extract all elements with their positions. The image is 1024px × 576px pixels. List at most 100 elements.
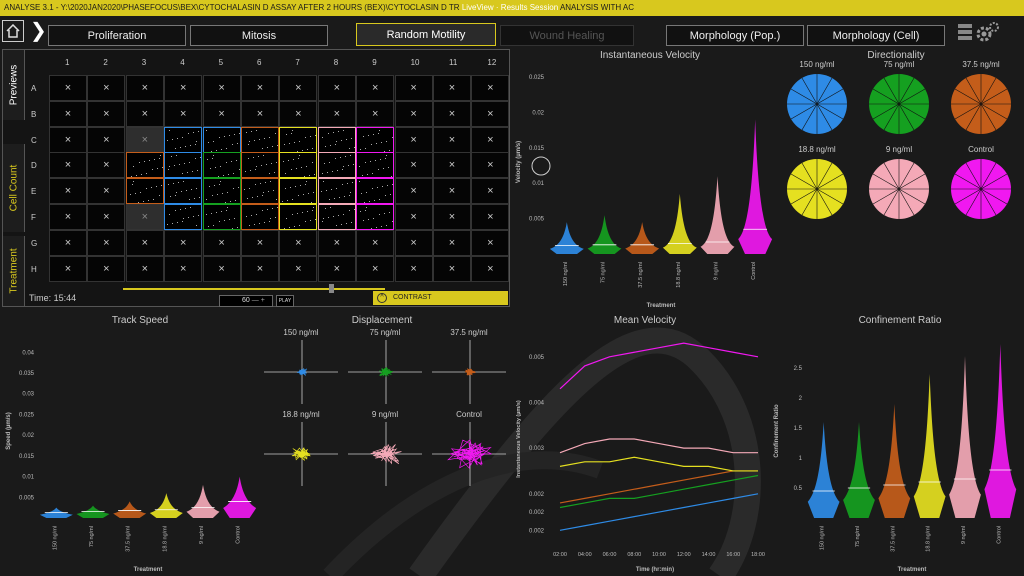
plate-well[interactable]: × [87,255,126,282]
time-slider[interactable] [123,288,385,290]
plate-well[interactable]: × [125,126,164,153]
plate-well[interactable] [241,178,279,205]
tab-mitosis[interactable]: Mitosis [190,25,328,46]
violin-shape[interactable] [913,374,946,518]
gear-icon[interactable] [976,26,992,42]
plate-well[interactable]: × [356,255,395,282]
rose-plot[interactable] [864,155,934,225]
plate-well[interactable] [164,204,203,230]
plate-well[interactable]: × [394,75,433,101]
plate-well[interactable]: × [241,100,279,127]
plate-well[interactable]: × [433,126,471,153]
violin-shape[interactable] [549,222,584,254]
plate-well[interactable] [279,178,318,205]
plate-well[interactable]: × [394,178,433,205]
plate-well[interactable]: × [317,100,356,127]
tab-morphology-pop[interactable]: Morphology (Pop.) [666,25,804,46]
plate-well[interactable] [241,152,279,179]
plate-well[interactable]: × [471,178,510,205]
plate-well[interactable]: × [356,100,395,127]
violin-shape[interactable] [949,356,981,518]
rose-plot[interactable] [946,70,1016,140]
contrast-toggle[interactable]: ^ CONTRAST [373,291,508,305]
plate-well[interactable]: × [356,75,395,101]
plate-well[interactable]: × [394,100,433,127]
plate-well[interactable]: × [471,152,510,179]
plate-well[interactable]: × [471,126,510,153]
violin-shape[interactable] [149,493,183,518]
plate-well[interactable] [317,204,356,230]
plate-well[interactable]: × [241,75,279,101]
plate-well[interactable] [164,178,203,205]
plate-well[interactable]: × [433,229,471,256]
plate-well[interactable]: × [49,75,87,101]
plate-well[interactable]: × [317,75,356,101]
violin-shape[interactable] [587,215,622,254]
rose-plot[interactable] [782,155,852,225]
home-button[interactable] [2,20,24,42]
plate-well[interactable]: × [164,100,203,127]
plate-well[interactable]: × [471,229,510,256]
plate-well[interactable]: × [87,178,126,205]
play-button[interactable]: PLAY [276,295,294,307]
series-line[interactable] [559,474,759,509]
plate-well[interactable]: × [433,75,471,101]
speed-stepper[interactable]: 60 — + [219,295,273,307]
plate-well[interactable]: × [356,229,395,256]
side-tab-cell-count[interactable]: Cell Count [3,144,25,232]
series-line[interactable] [559,342,759,390]
plate-well[interactable]: × [87,229,126,256]
tab-wound-healing[interactable]: Wound Healing [500,25,634,46]
plate-well[interactable]: × [87,152,126,179]
plate-well[interactable]: × [433,152,471,179]
series-line[interactable] [559,493,759,531]
plate-well[interactable] [356,152,395,179]
violin-shape[interactable] [843,422,875,518]
plate-well[interactable]: × [279,75,318,101]
plate-well[interactable] [317,178,356,205]
plate-well[interactable]: × [49,126,87,153]
plate-well[interactable]: × [241,229,279,256]
plate-well[interactable]: × [317,229,356,256]
plate-well[interactable]: × [49,229,87,256]
plate-well[interactable] [125,152,164,179]
violin-shape[interactable] [223,476,257,518]
plate-well[interactable]: × [394,126,433,153]
rose-plot[interactable] [946,155,1016,225]
plate-well[interactable]: × [317,255,356,282]
plate-well[interactable] [279,126,318,153]
plate-well[interactable] [279,152,318,179]
plate-well[interactable]: × [279,229,318,256]
rose-plot[interactable] [782,70,852,140]
plate-well[interactable]: × [433,100,471,127]
displacement-plot[interactable] [430,420,508,490]
plate-well[interactable]: × [87,100,126,127]
plate-well[interactable]: × [164,75,203,101]
plate-well[interactable]: × [433,255,471,282]
tab-random-motility[interactable]: Random Motility [356,23,496,46]
plate-well[interactable]: × [394,152,433,179]
violin-shape[interactable] [738,119,773,255]
plate-well[interactable]: × [471,204,510,230]
plate-well[interactable]: × [279,100,318,127]
plate-well[interactable]: × [49,152,87,179]
plate-well[interactable]: × [202,75,241,101]
violin-shape[interactable] [984,344,1017,518]
plate-well[interactable]: × [49,100,87,127]
plate-well[interactable]: × [87,75,126,101]
plate-well[interactable]: × [433,204,471,230]
plate-well[interactable]: × [125,100,164,127]
plate-well[interactable] [202,178,241,205]
plate-well[interactable] [356,178,395,205]
plate-well[interactable] [241,204,279,230]
violin-shape[interactable] [76,505,110,518]
side-tab-previews[interactable]: Previews [3,50,25,120]
plate-well[interactable]: × [202,229,241,256]
rose-plot[interactable] [864,70,934,140]
plate-well[interactable] [317,152,356,179]
displacement-plot[interactable] [346,420,424,490]
series-line[interactable] [559,470,758,504]
plate-well[interactable] [356,204,395,230]
plate-well[interactable]: × [202,100,241,127]
displacement-plot[interactable] [262,420,340,490]
